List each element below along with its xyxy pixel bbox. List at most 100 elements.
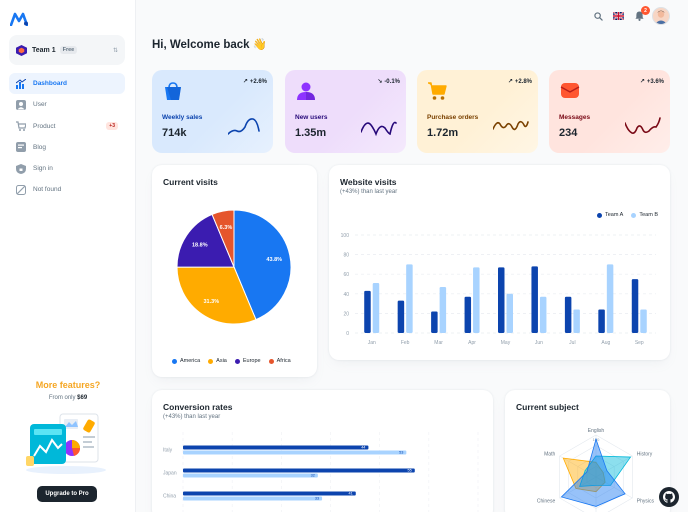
logo-icon[interactable] xyxy=(10,12,28,26)
hbar[interactable] xyxy=(183,496,323,501)
bar-team-b[interactable] xyxy=(439,286,447,333)
bar-team-a[interactable] xyxy=(498,267,505,333)
avatar[interactable] xyxy=(652,7,670,25)
hbar[interactable] xyxy=(183,468,415,473)
legend-swatch xyxy=(631,212,637,218)
x-tick-label: Jan xyxy=(368,340,376,346)
x-tick-label: Feb xyxy=(401,340,410,346)
message-icon xyxy=(560,83,580,98)
bar-team-a[interactable] xyxy=(531,266,538,333)
y-tick-label: Italy xyxy=(163,448,173,454)
sparkline xyxy=(625,117,661,134)
stat-value: 714k xyxy=(162,127,187,139)
pie-slice-africa[interactable] xyxy=(211,209,235,268)
pie-slice-europe[interactable] xyxy=(176,213,235,268)
sidebar-item-not-found[interactable]: Not found xyxy=(9,179,125,200)
lock-icon xyxy=(16,163,26,174)
stat-title: Messages xyxy=(559,114,591,121)
stat-change: ↗ +3.6% xyxy=(640,78,664,86)
bar-team-a[interactable] xyxy=(397,300,405,333)
bar-team-a[interactable] xyxy=(598,309,605,333)
legend-swatch xyxy=(234,358,240,364)
team-name: Team 1 xyxy=(32,46,56,54)
search-icon[interactable] xyxy=(592,9,604,23)
bag-icon xyxy=(165,82,181,100)
bar-team-b[interactable] xyxy=(640,309,647,333)
pie-slice-label: 43.8% xyxy=(266,257,282,263)
x-tick-label: Jul xyxy=(569,340,575,346)
hbar[interactable] xyxy=(183,473,318,478)
bar-team-a[interactable] xyxy=(364,290,371,333)
bar-team-b[interactable] xyxy=(406,264,413,333)
horizontal-bar-chart: Italy 44 53 Japan 55 32 China 41 33 xyxy=(163,432,479,512)
bar-team-b[interactable] xyxy=(372,283,380,333)
dashboard-icon xyxy=(16,78,26,89)
user-icon xyxy=(16,99,26,110)
bar-team-b[interactable] xyxy=(506,293,514,333)
hbar[interactable] xyxy=(183,445,369,450)
hbar[interactable] xyxy=(183,491,356,496)
notification-count-badge: 2 xyxy=(641,6,650,15)
pie-slice-label: 18.8% xyxy=(192,242,208,248)
sparkline xyxy=(361,121,397,137)
sidebar-item-dashboard[interactable]: Dashboard xyxy=(9,73,125,94)
github-icon xyxy=(663,491,675,503)
stat-change: ↗ +2.8% xyxy=(507,78,532,86)
legend-label: Europe xyxy=(242,358,261,364)
bar-value-label: 33 xyxy=(315,497,319,501)
trend-up-icon: ↗ xyxy=(507,79,513,85)
y-tick-label: 60 xyxy=(343,272,349,278)
radar-series[interactable] xyxy=(560,437,626,507)
sparkline xyxy=(228,118,260,135)
bar-chart: 0 20 40 60 80 100 Jan Feb Mar Apr May Jun Jul Aug Sep xyxy=(341,233,656,346)
upgrade-button[interactable]: Upgrade to Pro xyxy=(37,486,97,502)
stat-change-value: +2.6% xyxy=(249,78,267,85)
sidebar-item-sign-in[interactable]: Sign in xyxy=(9,158,125,179)
pie-slice-asia[interactable] xyxy=(176,266,257,325)
sparkline xyxy=(493,120,529,131)
promo-price: $69 xyxy=(77,395,88,401)
y-tick-label: 20 xyxy=(343,311,349,317)
radar-axis xyxy=(559,455,597,478)
radar-axis-label: English xyxy=(588,428,605,434)
sidebar-item-user[interactable]: User xyxy=(9,94,125,115)
bar-team-b[interactable] xyxy=(473,267,480,333)
bar-value-label: 41 xyxy=(349,492,353,496)
sidebar-item-label: Sign in xyxy=(33,165,53,173)
legend-swatch xyxy=(597,212,602,218)
y-tick-label: China xyxy=(163,494,176,500)
help-button[interactable] xyxy=(659,487,679,507)
sidebar-item-label: Product xyxy=(33,122,56,130)
page-title: Hi, Welcome back 👋 xyxy=(152,39,268,51)
users-icon xyxy=(297,82,315,100)
radar-axis xyxy=(595,476,633,499)
radar-series[interactable] xyxy=(579,455,632,487)
radar-axis-label: History xyxy=(637,451,653,457)
y-tick-label: 0 xyxy=(346,331,349,337)
bar-value-label: 55 xyxy=(408,469,412,473)
bar-team-b[interactable] xyxy=(539,296,547,333)
team-switcher[interactable]: Team 1 Free ⇅ xyxy=(9,35,125,65)
product-badge: +3 xyxy=(106,122,118,131)
bar-team-b[interactable] xyxy=(606,264,614,333)
y-tick-label: 100 xyxy=(341,233,350,239)
trend-down-icon: ↘ xyxy=(377,79,383,85)
sidebar-item-blog[interactable]: Blog xyxy=(9,137,125,158)
cart-icon xyxy=(428,82,447,100)
legend-item-team-a: Team A xyxy=(597,212,623,218)
bar-team-a[interactable] xyxy=(464,296,472,333)
uk-flag-icon[interactable] xyxy=(612,9,624,23)
pie-slice-america[interactable] xyxy=(233,209,292,321)
stat-card-new-users: ↘ -0.1% New users 1.35m xyxy=(285,70,406,153)
hbar[interactable] xyxy=(183,450,407,455)
bar-team-a[interactable] xyxy=(631,279,639,333)
promo-illustration xyxy=(26,413,106,474)
bar-team-a[interactable] xyxy=(564,296,572,333)
stat-change-value: -0.1% xyxy=(384,78,400,85)
sidebar-item-product[interactable]: Product +3 xyxy=(9,116,125,137)
bar-team-a[interactable] xyxy=(431,311,438,333)
sidebar: Team 1 Free ⇅ Dashboard User Product +3 xyxy=(0,0,136,512)
bar-team-b[interactable] xyxy=(573,309,580,333)
card-title: Conversion rates xyxy=(163,402,233,412)
y-tick-label: Japan xyxy=(163,471,177,477)
